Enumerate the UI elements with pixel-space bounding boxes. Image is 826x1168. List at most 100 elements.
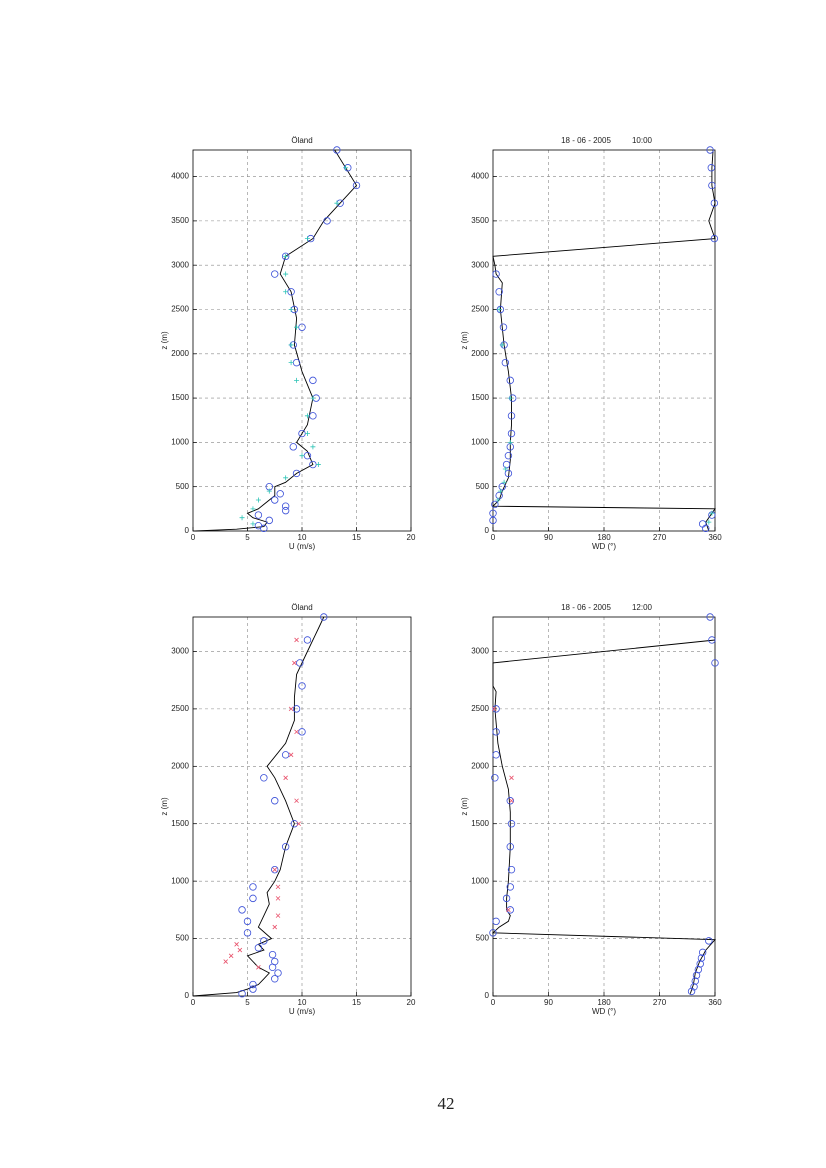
- circle-marker: [504, 469, 513, 478]
- circle-marker: [249, 883, 257, 891]
- x-axis-label: WD (°): [592, 1007, 616, 1016]
- cross-marker: [288, 706, 294, 712]
- y-tick-label: 1000: [171, 438, 189, 447]
- circle-marker: [710, 234, 719, 243]
- circle-marker: [254, 944, 263, 952]
- circle-marker: [271, 797, 279, 805]
- plus-marker: [310, 395, 316, 401]
- circle-marker: [705, 937, 713, 945]
- cross-marker: [294, 798, 299, 804]
- circle-marker: [707, 164, 715, 172]
- plus-marker: [495, 497, 501, 503]
- y-tick-label: 2500: [171, 305, 189, 314]
- circle-marker: [501, 358, 510, 367]
- y-tick-label: 500: [476, 934, 490, 943]
- y-tick-label: 4000: [171, 172, 189, 181]
- x-axis-label: U (m/s): [289, 542, 316, 551]
- cross-marker: [292, 660, 297, 666]
- plus-marker: [304, 431, 310, 437]
- circle-marker: [697, 954, 706, 962]
- circle-marker: [320, 613, 328, 621]
- x-axis-label: WD (°): [592, 542, 616, 551]
- circle-marker: [708, 181, 716, 190]
- x-tick-label: 15: [352, 998, 361, 1007]
- plot-area: [193, 617, 411, 996]
- circle-marker: [491, 500, 499, 509]
- chart-title-time: 10:00: [632, 136, 653, 145]
- circle-marker: [690, 983, 698, 991]
- circle-marker: [492, 728, 500, 736]
- circle-marker: [289, 443, 297, 451]
- y-tick-label: 2500: [471, 305, 489, 314]
- plus-marker: [294, 377, 300, 383]
- y-tick-label: 4000: [471, 172, 489, 181]
- circle-marker: [323, 217, 331, 225]
- plus-marker: [502, 466, 508, 472]
- y-tick-label: 0: [485, 991, 490, 1000]
- chart: 0 90 180 270 360 0 500 1000 1500 2000 2500 3000 18 -…: [460, 603, 722, 1016]
- circle-marker: [506, 842, 514, 851]
- cross-marker: [296, 821, 302, 827]
- profile-line: [195, 149, 358, 532]
- plus-marker: [496, 306, 502, 312]
- circle-marker: [489, 929, 497, 937]
- circle-marker: [506, 883, 514, 891]
- plus-marker: [304, 413, 310, 419]
- plus-marker: [304, 236, 310, 242]
- y-tick-label: 2500: [471, 704, 489, 713]
- x-axis-label: U (m/s): [289, 1007, 316, 1016]
- plus-marker: [283, 475, 289, 481]
- cross-marker: [256, 965, 261, 970]
- cross-marker: [509, 775, 514, 781]
- y-axis-label: z (m): [160, 331, 169, 350]
- cross-marker: [275, 896, 281, 901]
- circle-marker: [292, 469, 301, 478]
- circle-marker: [506, 376, 514, 385]
- cross-marker: [491, 706, 497, 712]
- circle-marker: [281, 751, 290, 759]
- cross-marker: [272, 924, 278, 930]
- cross-marker: [506, 907, 511, 913]
- x-tick-label: 360: [708, 998, 722, 1007]
- x-tick-label: 270: [653, 533, 667, 542]
- cross-marker: [283, 775, 288, 781]
- circle-marker: [290, 820, 299, 828]
- plus-marker: [250, 506, 256, 512]
- circle-marker: [711, 659, 719, 667]
- x-tick-label: 0: [191, 533, 196, 542]
- circle-marker: [352, 181, 361, 190]
- y-tick-label: 1000: [471, 438, 489, 447]
- circle-marker: [298, 682, 306, 690]
- circle-marker: [268, 950, 277, 959]
- plus-marker: [315, 462, 321, 468]
- x-tick-label: 180: [597, 998, 611, 1007]
- circle-marker: [491, 774, 499, 782]
- chart: 0 5 10 15 20 0 500 1000 1500 2000 2500 3000 3500 4000…: [160, 136, 416, 551]
- plus-marker: [709, 510, 715, 516]
- plus-marker: [288, 306, 294, 312]
- plus-marker: [294, 324, 300, 330]
- circle-marker: [274, 969, 282, 977]
- cross-marker: [288, 752, 294, 758]
- circle-marker: [309, 376, 317, 385]
- circle-marker: [271, 496, 279, 504]
- y-tick-label: 2000: [171, 761, 189, 770]
- circle-marker: [281, 842, 290, 851]
- circle-marker: [243, 929, 252, 937]
- plot-area: [193, 150, 411, 531]
- y-tick-label: 3000: [471, 647, 489, 656]
- circle-marker: [504, 451, 513, 460]
- y-tick-label: 3000: [171, 647, 189, 656]
- x-tick-label: 180: [597, 533, 611, 542]
- circle-marker: [333, 146, 341, 154]
- circle-marker: [243, 917, 252, 926]
- profile-line: [192, 616, 325, 997]
- circle-marker: [506, 797, 514, 805]
- circle-marker: [506, 906, 514, 914]
- x-tick-label: 10: [298, 998, 307, 1007]
- cross-marker: [234, 942, 239, 947]
- y-tick-label: 0: [185, 991, 190, 1000]
- circle-marker: [238, 990, 246, 998]
- y-tick-label: 2500: [171, 704, 189, 713]
- circle-marker: [249, 985, 257, 993]
